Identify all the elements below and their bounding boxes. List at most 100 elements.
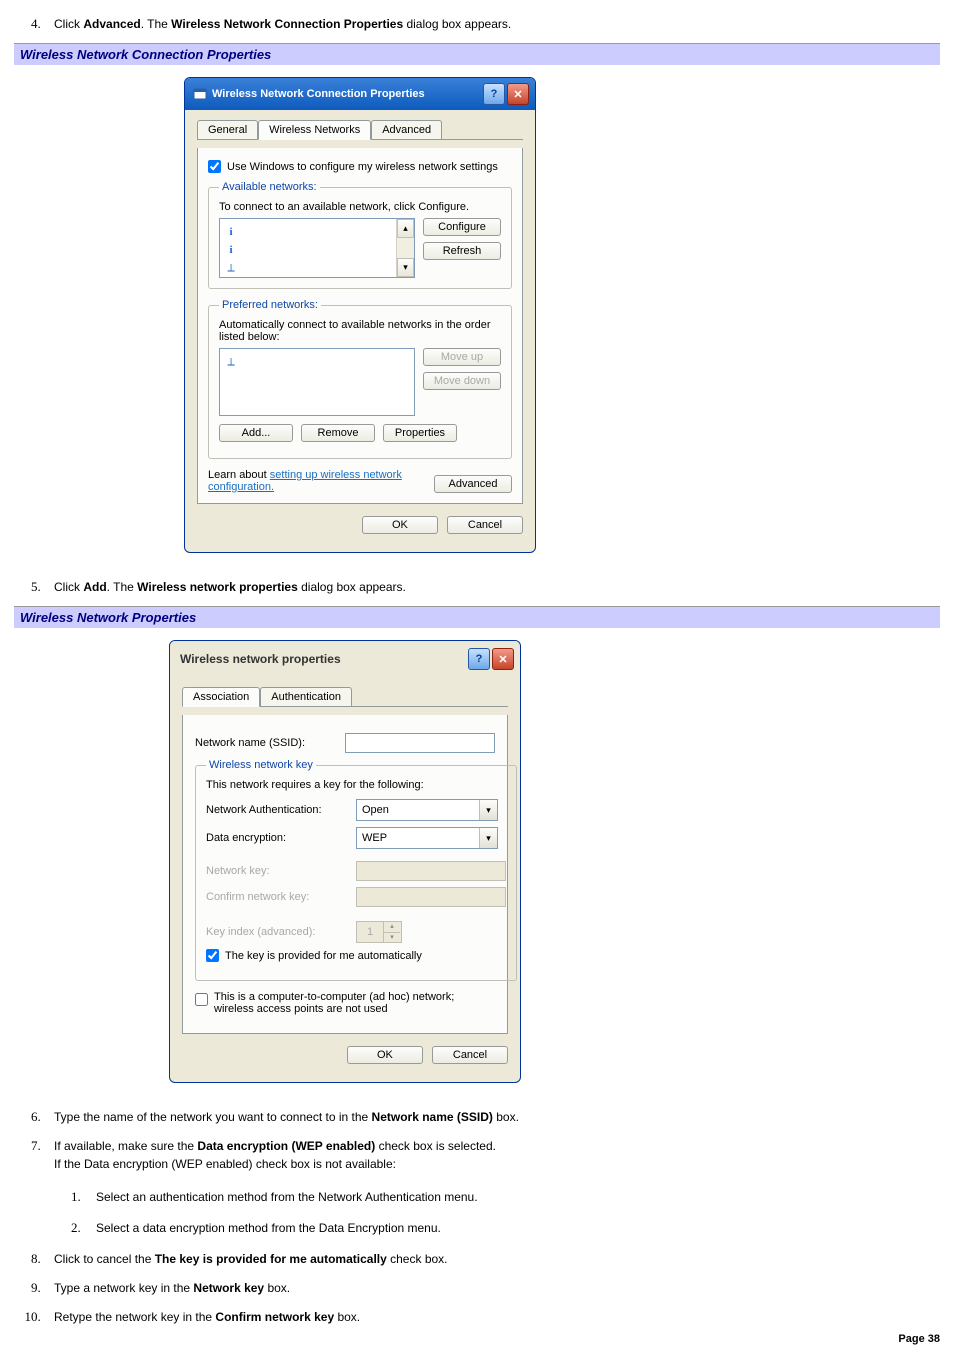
text: . The xyxy=(141,17,171,31)
tab-strip: Association Authentication xyxy=(182,687,508,707)
preferred-networks-group: Preferred networks: Automatically connec… xyxy=(208,299,512,459)
advanced-button[interactable]: Advanced xyxy=(434,475,512,493)
add-button[interactable]: Add... xyxy=(219,424,293,442)
step-7-2: Select a data encryption method from the… xyxy=(84,1218,940,1237)
network-icon: i xyxy=(226,244,236,256)
step-7-1: Select an authentication method from the… xyxy=(84,1187,940,1206)
encryption-select[interactable]: WEP ▾ xyxy=(356,827,498,849)
page-number: Page 38 xyxy=(898,1333,940,1345)
window-title: Wireless Network Connection Properties xyxy=(212,88,481,100)
step-6: Type the name of the network you want to… xyxy=(44,1107,940,1126)
text: Data encryption (WEP enabled) xyxy=(197,1139,375,1153)
preferred-networks-list[interactable]: ⟂ xyxy=(219,348,415,416)
text: . The xyxy=(107,580,137,594)
text: The key is provided for me automatically xyxy=(155,1252,387,1266)
tab-advanced[interactable]: Advanced xyxy=(371,120,442,139)
auth-value: Open xyxy=(357,804,479,816)
key-index-label: Key index (advanced): xyxy=(206,926,356,938)
move-down-button[interactable]: Move down xyxy=(423,372,501,390)
tab-authentication[interactable]: Authentication xyxy=(260,687,352,706)
available-networks-list[interactable]: i i ⟂ ▴ ▾ xyxy=(219,218,415,278)
preferred-legend: Preferred networks: xyxy=(219,299,321,311)
help-button[interactable]: ? xyxy=(483,83,505,105)
text: check box is selected. xyxy=(375,1139,496,1153)
scroll-down-button[interactable]: ▾ xyxy=(397,258,414,277)
step-8: Click to cancel the The key is provided … xyxy=(44,1249,940,1268)
adhoc-label: This is a computer-to-computer (ad hoc) … xyxy=(214,991,495,1015)
wireless-key-group: Wireless network key This network requir… xyxy=(195,759,517,981)
auto-key-label: The key is provided for me automatically xyxy=(225,950,422,962)
step-7: If available, make sure the Data encrypt… xyxy=(44,1136,940,1237)
key-hint: This network requires a key for the foll… xyxy=(206,779,506,791)
text: Click xyxy=(54,17,83,31)
available-legend: Available networks: xyxy=(219,181,320,193)
text: Confirm network key xyxy=(215,1310,334,1324)
close-button[interactable]: ✕ xyxy=(507,83,529,105)
antenna-icon: ⟂ xyxy=(226,262,236,275)
text: If the Data encryption (WEP enabled) che… xyxy=(54,1157,396,1171)
key-index-spinner[interactable]: 1 ▴ ▾ xyxy=(356,921,402,943)
spin-down-button[interactable]: ▾ xyxy=(384,933,400,943)
encryption-value: WEP xyxy=(357,832,479,844)
text: If available, make sure the xyxy=(54,1139,197,1153)
properties-button[interactable]: Properties xyxy=(383,424,457,442)
cancel-button[interactable]: Cancel xyxy=(432,1046,508,1064)
configure-button[interactable]: Configure xyxy=(423,218,501,236)
tab-strip: General Wireless Networks Advanced xyxy=(197,120,523,140)
move-up-button[interactable]: Move up xyxy=(423,348,501,366)
step-5: Click Add. The Wireless network properti… xyxy=(44,577,940,596)
text: Network name (SSID) xyxy=(372,1110,493,1124)
confirm-key-label: Confirm network key: xyxy=(206,891,356,903)
scroll-up-button[interactable]: ▴ xyxy=(397,219,414,238)
text: box. xyxy=(334,1310,360,1324)
auto-key-checkbox[interactable] xyxy=(206,949,219,962)
use-windows-checkbox[interactable] xyxy=(208,160,221,173)
spin-up-button[interactable]: ▴ xyxy=(384,922,400,933)
confirm-key-input[interactable] xyxy=(356,887,506,907)
text: Type a network key in the xyxy=(54,1281,193,1295)
step-10: Retype the network key in the Confirm ne… xyxy=(44,1307,940,1326)
text: Add xyxy=(83,580,106,594)
window-title: Wireless network properties xyxy=(180,652,466,666)
cancel-button[interactable]: Cancel xyxy=(447,516,523,534)
text: dialog box appears. xyxy=(403,17,511,31)
ssid-input[interactable] xyxy=(345,733,495,753)
close-button[interactable]: ✕ xyxy=(492,648,514,670)
auth-label: Network Authentication: xyxy=(206,804,356,816)
text: Click to cancel the xyxy=(54,1252,155,1266)
network-key-input[interactable] xyxy=(356,861,506,881)
text: Wireless Network Connection Properties xyxy=(171,17,403,31)
tab-association[interactable]: Association xyxy=(182,687,260,707)
tab-wireless-networks[interactable]: Wireless Networks xyxy=(258,120,371,140)
ok-button[interactable]: OK xyxy=(347,1046,423,1064)
chevron-down-icon: ▾ xyxy=(479,800,497,820)
refresh-button[interactable]: Refresh xyxy=(423,242,501,260)
text: Click xyxy=(54,580,83,594)
titlebar: Wireless Network Connection Properties ?… xyxy=(185,78,535,110)
section-heading-1: Wireless Network Connection Properties xyxy=(14,43,940,65)
help-button[interactable]: ? xyxy=(468,648,490,670)
use-windows-label: Use Windows to configure my wireless net… xyxy=(227,161,498,173)
ok-button[interactable]: OK xyxy=(362,516,438,534)
text: box. xyxy=(264,1281,290,1295)
network-icon: i xyxy=(226,226,236,238)
learn-text: Learn about xyxy=(208,469,270,481)
wireless-key-legend: Wireless network key xyxy=(206,759,316,771)
remove-button[interactable]: Remove xyxy=(301,424,375,442)
step-9: Type a network key in the Network key bo… xyxy=(44,1278,940,1297)
window-icon xyxy=(193,87,207,101)
step-4: Click Advanced. The Wireless Network Con… xyxy=(44,14,940,33)
adhoc-checkbox[interactable] xyxy=(195,993,208,1006)
scrollbar[interactable]: ▴ ▾ xyxy=(396,219,414,277)
key-index-value: 1 xyxy=(357,922,383,942)
dialog-wireless-connection-properties: Wireless Network Connection Properties ?… xyxy=(184,77,536,553)
chevron-down-icon: ▾ xyxy=(479,828,497,848)
section-heading-2: Wireless Network Properties xyxy=(14,606,940,628)
available-hint: To connect to an available network, clic… xyxy=(219,201,501,213)
ssid-label: Network name (SSID): xyxy=(195,737,345,749)
text: box. xyxy=(493,1110,519,1124)
auth-select[interactable]: Open ▾ xyxy=(356,799,498,821)
titlebar: Wireless network properties ? ✕ xyxy=(170,641,520,677)
network-key-label: Network key: xyxy=(206,865,356,877)
tab-general[interactable]: General xyxy=(197,120,258,139)
